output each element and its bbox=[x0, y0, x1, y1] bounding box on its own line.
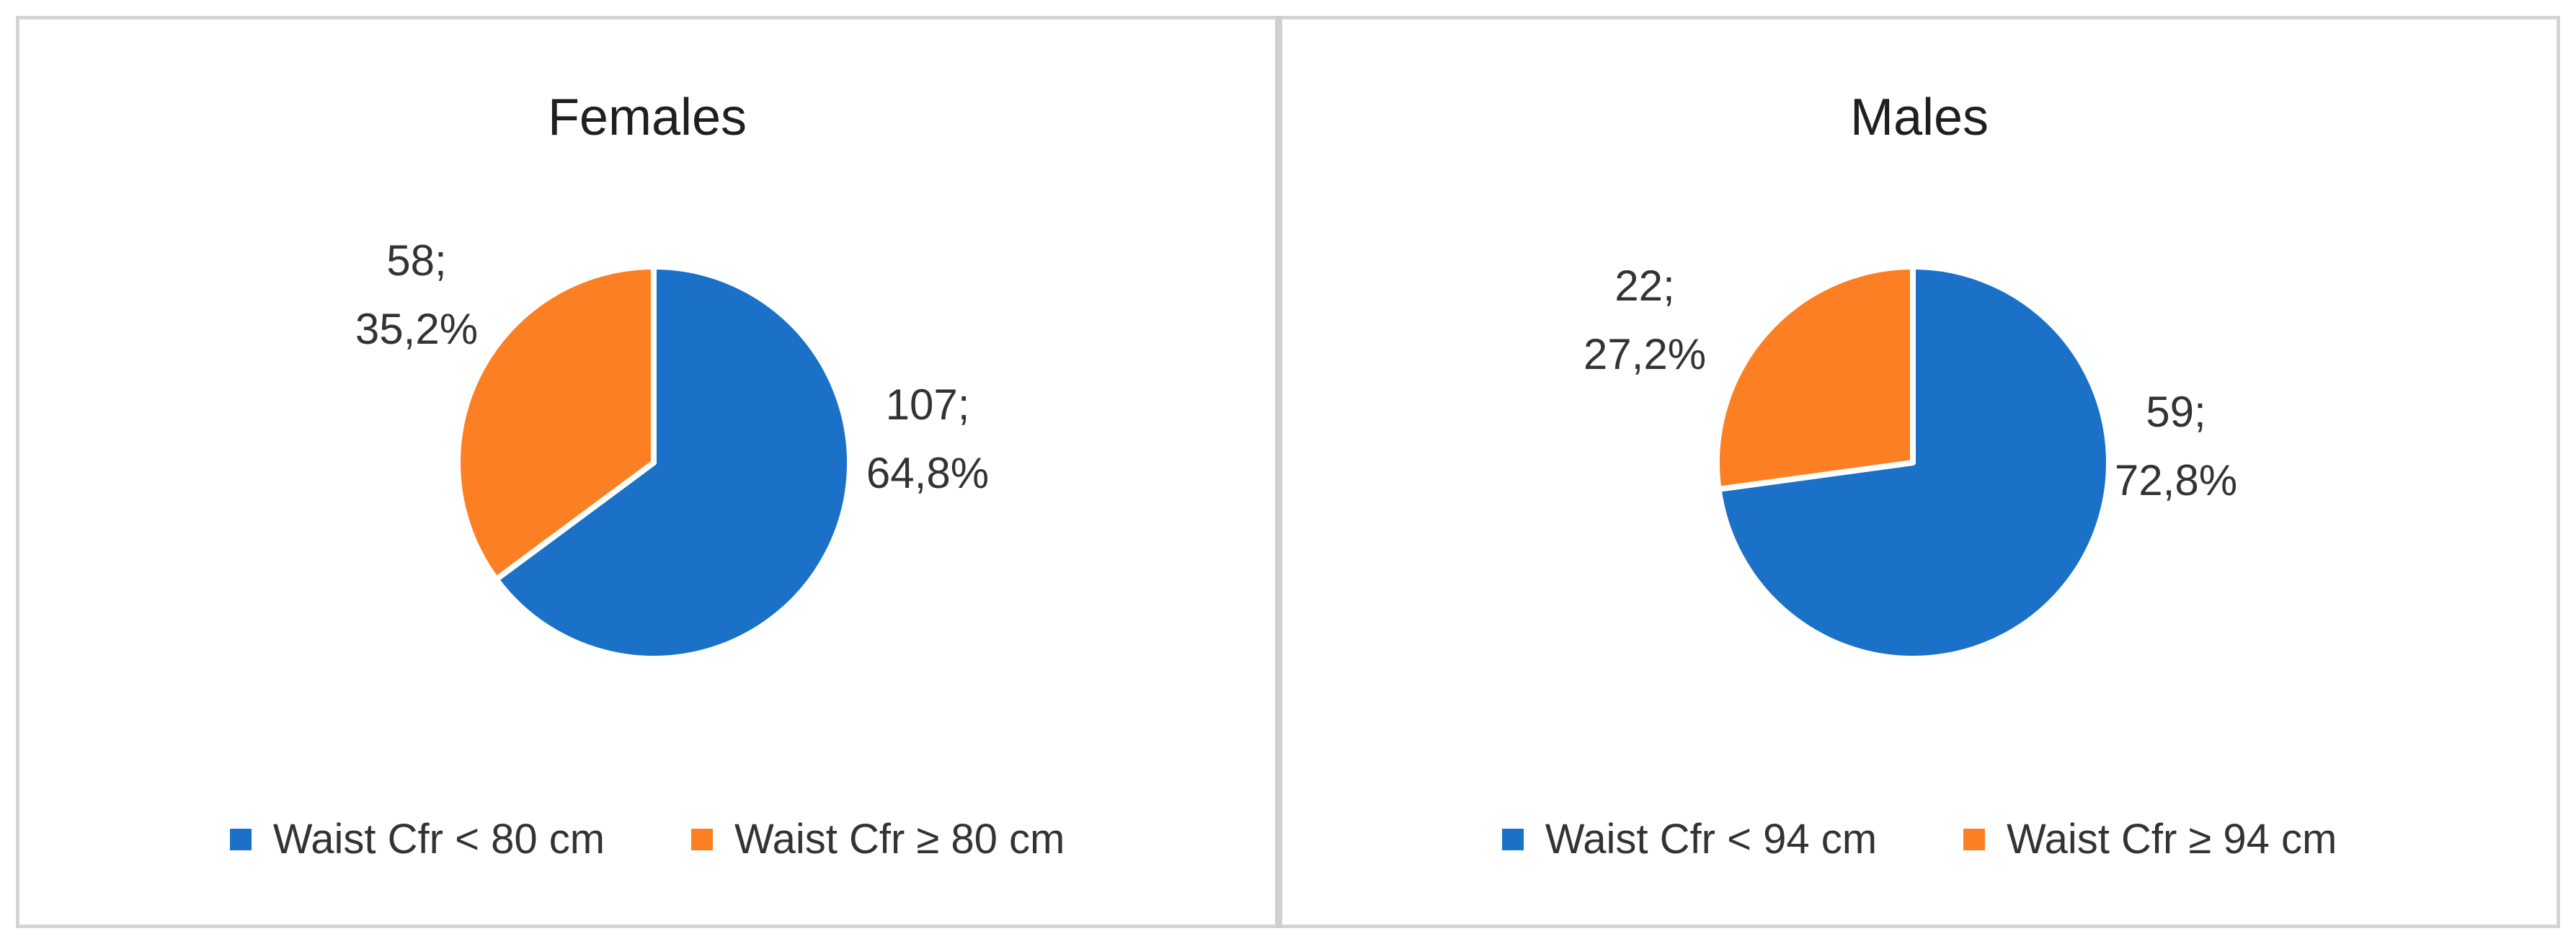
legend-item: Waist Cfr < 94 cm bbox=[1501, 815, 1878, 863]
chart-frame bbox=[16, 16, 2560, 928]
legend-item: Waist Cfr ≥ 94 cm bbox=[1963, 815, 2337, 863]
legend-swatch bbox=[691, 828, 714, 850]
pie-slice bbox=[455, 264, 657, 582]
pie-chart-females: 107; 64,8% 58; 35,2% bbox=[355, 236, 989, 662]
chart-title: Males bbox=[1849, 89, 1989, 146]
data-label: 107; 64,8% bbox=[866, 380, 989, 497]
legend-item: Waist Cfr ≥ 80 cm bbox=[691, 815, 1065, 863]
legend-label: Waist Cfr < 80 cm bbox=[272, 816, 605, 863]
data-label: 58; 35,2% bbox=[355, 236, 478, 353]
legend-swatch bbox=[229, 828, 252, 850]
panel-divider bbox=[1275, 16, 1282, 928]
chart-title: Females bbox=[547, 89, 747, 146]
data-label: 59; 72,8% bbox=[2115, 388, 2237, 504]
legend: Waist Cfr < 80 cm Waist Cfr ≥ 80 cm bbox=[19, 815, 1275, 863]
pie-slice bbox=[493, 264, 853, 662]
data-label: 22; 27,2% bbox=[1584, 262, 1706, 378]
pie-chart-males: 59; 72,8% 22; 27,2% bbox=[1584, 262, 2237, 662]
pie-slice bbox=[1714, 264, 1916, 492]
chart-panel-females: Females 107; 64,8% 58; 35,2% Waist Cfr < 80… bbox=[19, 19, 1275, 925]
legend-label: Waist Cfr < 94 cm bbox=[1545, 816, 1878, 863]
chart-panel-males: Males 59; 72,8% 22; 27,2% Waist Cfr < 94 cm… bbox=[1282, 19, 2557, 925]
legend-swatch bbox=[1501, 828, 1524, 850]
legend-label: Waist Cfr ≥ 94 cm bbox=[2007, 816, 2337, 863]
legend: Waist Cfr < 94 cm Waist Cfr ≥ 94 cm bbox=[1282, 815, 2557, 863]
legend-swatch bbox=[1963, 828, 1986, 850]
legend-item: Waist Cfr < 80 cm bbox=[229, 815, 605, 863]
legend-label: Waist Cfr ≥ 80 cm bbox=[734, 816, 1065, 863]
